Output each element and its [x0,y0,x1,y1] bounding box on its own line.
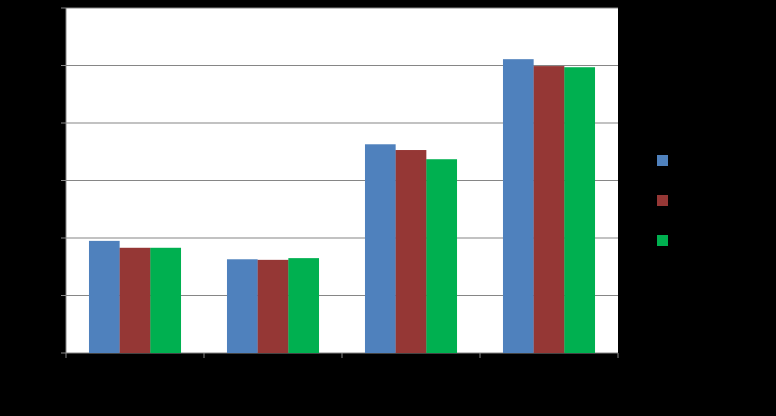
bar [395,150,427,353]
legend-marker [657,155,668,166]
bar [288,258,320,353]
legend-marker [657,235,668,246]
bar [502,59,534,354]
bar [119,247,151,353]
bar [226,259,258,353]
bar [533,66,565,353]
bar [364,144,396,353]
legend-marker [657,195,668,206]
bar [564,67,596,353]
bar [88,240,120,353]
bar [257,259,289,353]
bar [150,247,182,353]
bar [426,159,458,353]
